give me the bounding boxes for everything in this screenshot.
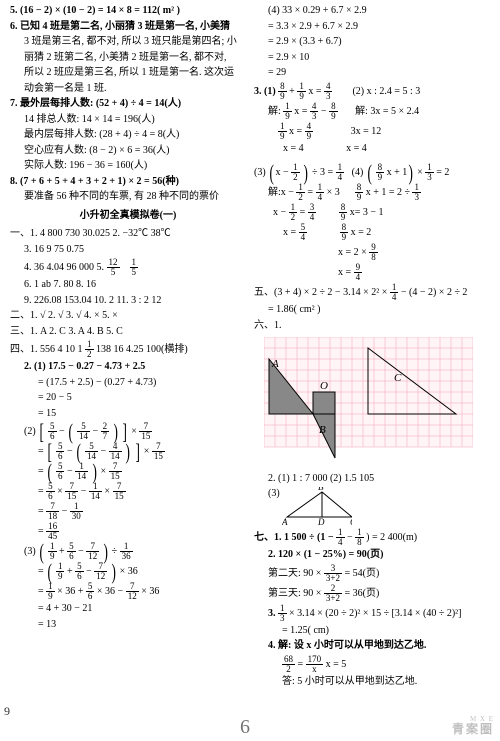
- page-number: 9: [4, 704, 10, 719]
- title-small: 小升初全真模拟卷(一): [10, 209, 246, 224]
- q6-3: 丽猜 2 班第二名, 小美猜 2 班是第一名, 都不对,: [10, 51, 246, 66]
- s1-3: 4. 36 4.04 96 000 5. 125 15: [10, 258, 246, 277]
- svg-text:A: A: [271, 358, 279, 370]
- s1-1: 一、1. 4 800 730 30.025 2. −32℃ 38℃: [10, 227, 246, 242]
- grid-figure: A O B C: [264, 337, 490, 468]
- s1-3a: 4. 36 4.04 96 000 5.: [24, 262, 104, 273]
- r7-3-1: 3. 13 × 3.14 × (20 ÷ 2)² × 15 ÷ [3.14 × …: [254, 604, 490, 623]
- r5-1: 五、(3 + 4) × 2 ÷ 2 − 3.14 × 2² × 14 − (4 …: [254, 283, 490, 302]
- r3c-row1: (3) (x − 12 ) ÷ 3 = 14 (4) ( 89 x + 1) ×…: [254, 163, 490, 182]
- s1-4: 6. 1 ab 7. 80 8. 16: [10, 278, 246, 293]
- s3: 三、1. A 2. C 3. A 4. B 5. C: [10, 325, 246, 340]
- r3-row4: x = 4 x = 4: [254, 142, 490, 157]
- s4-1: 四、1. 556 4 10 1 12 138 16 4.25 100(横排): [10, 340, 246, 359]
- s4-2-4: = 15: [10, 407, 246, 422]
- r7-3-2: = 1.25( cm): [254, 624, 490, 639]
- footer: 9 6 M X E 青案圈: [0, 701, 500, 741]
- r7-4-1: 4. 解: 设 x 小时可以从甲地到达乙地.: [254, 639, 490, 654]
- r0-4: = 2.9 × 10: [254, 51, 490, 66]
- r3c-row4: x = 54 89 x = 2: [254, 223, 490, 242]
- s4-3: (3) ( 19 + 56 − 712 ) ÷ 136: [10, 542, 246, 561]
- s4-3-4: = 4 + 30 − 21: [10, 602, 246, 617]
- s4-2-3: = 20 − 5: [10, 391, 246, 406]
- svg-text:A: A: [282, 517, 288, 527]
- q6-2: 3 班是第三名, 都不对, 所以 3 班只能是第四名; 小: [10, 35, 246, 50]
- r6-2: 2. (1) 1 : 7 000 (2) 1.5 105: [254, 472, 490, 487]
- s1-5: 9. 226.08 153.04 10. 2 11. 3 : 2 12: [10, 294, 246, 309]
- r6: 六、1.: [254, 319, 490, 334]
- svg-text:D: D: [317, 517, 325, 527]
- handwritten-6: 6: [240, 716, 250, 739]
- r7-4-3: 答: 5 小时可以从甲地到达乙地.: [254, 675, 490, 690]
- r0-3: = 2.9 × (3.3 + 6.7): [254, 35, 490, 50]
- r3c-row3: x − 12 = 34 89 x= 3 − 1: [254, 203, 490, 222]
- r3-row3: 19 x = 49 3x = 12: [254, 122, 490, 141]
- frac-1-5: 15: [130, 258, 139, 277]
- r7-2-2: 第二天: 90 × 33+2 = 54(页): [254, 564, 490, 583]
- s2: 二、1. √ 2. √ 3. √ 4. × 5. ×: [10, 309, 246, 324]
- frac-1-2: 12: [85, 340, 94, 359]
- r7-1: 七、1. 1 500 ÷ (1 − 14 − 18 ) = 2 400(m): [254, 528, 490, 547]
- q6-5: 动会第一名是 1 班.: [10, 82, 246, 97]
- r0-5: = 29: [254, 66, 490, 81]
- svg-text:C: C: [394, 372, 402, 384]
- q7-5: 实际人数: 196 − 36 = 160(人): [10, 159, 246, 174]
- r3c-row6: x = 94: [254, 263, 490, 282]
- r7-2-1: 2. 120 × (1 − 25%) = 90(页): [254, 548, 490, 563]
- s4-2b-5: = 718 − 130: [10, 502, 246, 521]
- q6-1: 6. 已知 4 班是第二名, 小丽猜 3 班是第一名, 小美猜: [10, 20, 246, 35]
- s4-3-5: = 13: [10, 618, 246, 633]
- s4-2b-4: = 56 × 715 − 114 × 715: [10, 482, 246, 501]
- s4-3-2: = ( 19 + 56 − 712 ) × 36: [10, 562, 246, 581]
- r3c-row2: 解:x − 12 = 14 × 3 89 x + 1 = 2 ÷ 13: [254, 183, 490, 202]
- r6-3: (3) BACD: [254, 487, 490, 527]
- r0-2: = 3.3 × 2.9 + 6.7 × 2.9: [254, 20, 490, 35]
- svg-text:B: B: [318, 487, 324, 492]
- q8-2: 要准备 56 种不同的车票, 有 28 种不同的票价: [10, 190, 246, 205]
- watermark: 青案圈: [452, 720, 494, 737]
- r3-row1: 3. (1) 89 + 19 x = 43 (2) x : 2.4 = 5 : …: [254, 82, 490, 101]
- q7-4: 空心应有人数: (8 − 2) × 6 = 36(人): [10, 144, 246, 159]
- q6-4: 所以 2 班应是第三名, 所以 1 班是第一名. 这次运: [10, 66, 246, 81]
- frac-12-5: 125: [107, 258, 120, 277]
- q5: 5. (16 − 2) × (10 − 2) = 14 × 8 = 112( m…: [10, 4, 246, 19]
- s4-2-1: 2. (1) 17.5 − 0.27 − 4.73 + 2.5: [10, 360, 246, 375]
- r0-1: (4) 33 × 0.29 + 6.7 × 2.9: [254, 4, 490, 19]
- svg-text:C: C: [350, 517, 352, 527]
- r7-2-3: 第三天: 90 × 23+2 = 36(页): [254, 584, 490, 603]
- s4-2-2: = (17.5 + 2.5) − (0.27 + 4.73): [10, 376, 246, 391]
- s4-1a: 四、1. 556 4 10 1: [10, 344, 83, 355]
- q7-1: 7. 最外层每排人数: (52 + 4) ÷ 4 = 14(人): [10, 97, 246, 112]
- s4-2b-2: = [ 56 − ( 514 − 414 ) ] × 715: [10, 442, 246, 461]
- r7-4-2: 682 = 170x x = 5: [254, 655, 490, 674]
- q8-1: 8. (7 + 6 + 5 + 4 + 3 + 2 + 1) × 2 = 56(…: [10, 175, 246, 190]
- r3c-row5: x = 2 × 98: [254, 243, 490, 262]
- svg-text:O: O: [320, 380, 328, 392]
- s4-2b-3: = ( 56 − 114 ) × 715: [10, 462, 246, 481]
- s4-1b: 138 16 4.25 100(横排): [96, 344, 188, 355]
- s1-2: 3. 16 9 75 0.75: [10, 243, 246, 258]
- s4-3-3: = 19 × 36 + 56 × 36 − 712 × 36: [10, 582, 246, 601]
- r5-2: = 1.86( cm² ): [254, 303, 490, 318]
- svg-text:B: B: [319, 424, 326, 436]
- q7-2: 14 排总人数: 14 × 14 = 196(人): [10, 113, 246, 128]
- q7-3: 最内层每排人数: (28 + 4) ÷ 4 = 8(人): [10, 128, 246, 143]
- s4-2b-6: = 1645: [10, 522, 246, 541]
- r3-row2: 解: 19 x = 43 − 89 解: 3x = 5 × 2.4: [254, 102, 490, 121]
